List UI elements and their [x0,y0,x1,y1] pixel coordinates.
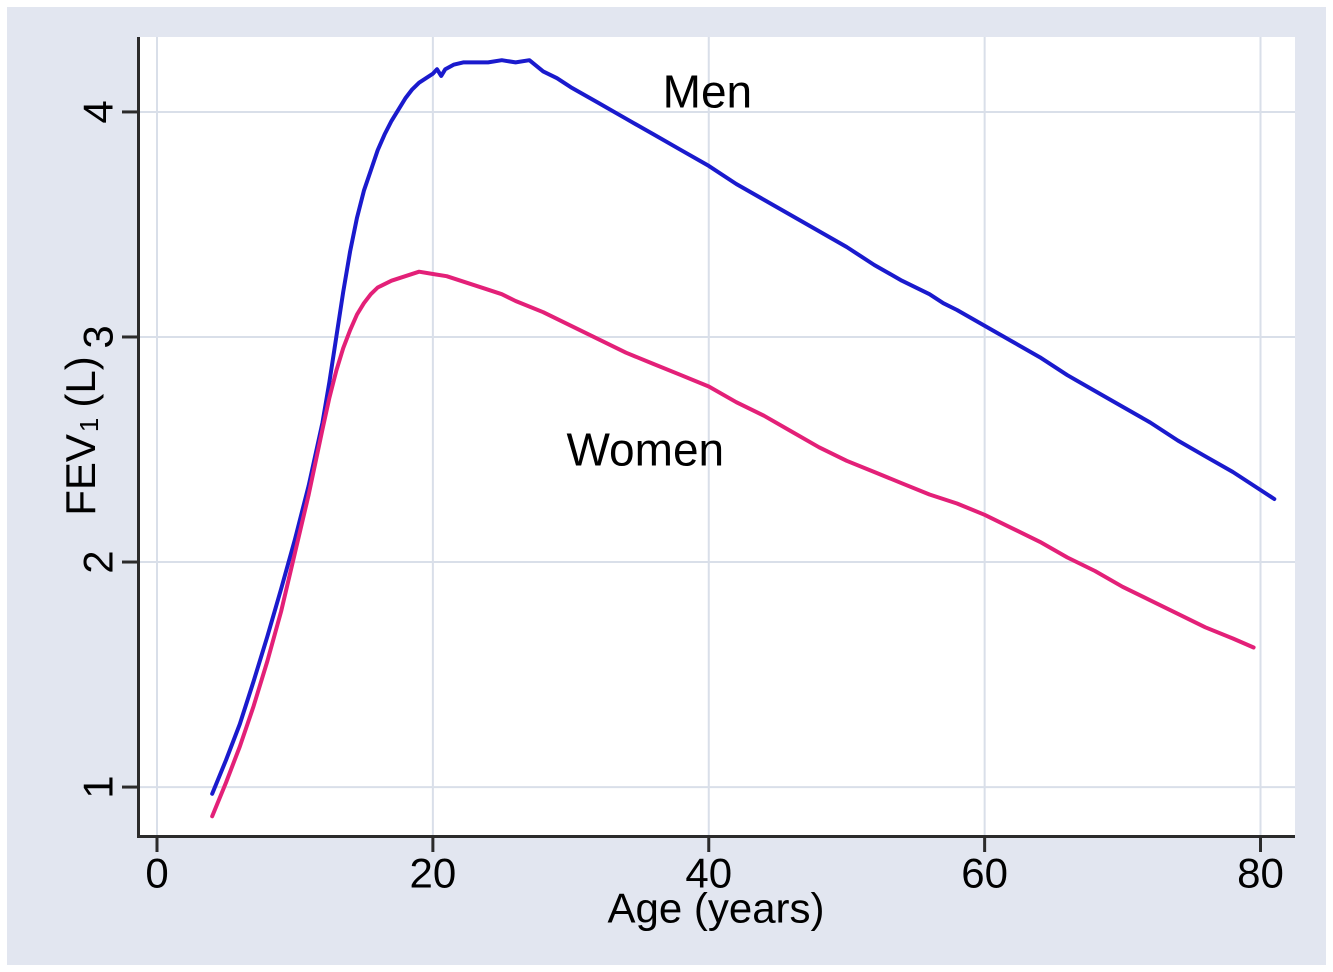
x-tick-label: 40 [685,850,732,897]
x-tick-label: 20 [410,850,457,897]
y-tick-label: 4 [75,100,122,123]
data-curves [210,58,1277,819]
y-tick-label: 2 [75,550,122,573]
axis-lines [137,37,1295,838]
women-curve [210,269,1256,819]
gridlines [137,37,1295,835]
series-label-women: Women [566,424,724,476]
y-tick-label: 3 [75,325,122,348]
tick-marks [122,110,1263,852]
y-axis-title-unit: (L) [57,356,104,407]
y-axis-title-subscript: 1 [74,418,104,432]
y-tick-label: 1 [75,775,122,798]
men-curve [210,58,1277,796]
series-labels: Men Women [566,66,752,476]
x-tick-label: 60 [961,850,1008,897]
y-axis-title-main: FEV [57,434,104,516]
y-axis-title: FEV 1 (L) [57,356,105,516]
series-label-men: Men [663,66,752,118]
x-tick-label: 80 [1237,850,1284,897]
x-tick-label: 0 [145,850,168,897]
x-axis-title: Age (years) [607,885,824,932]
